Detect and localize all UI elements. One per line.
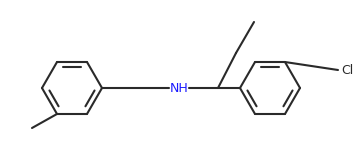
Text: Cl: Cl [341, 64, 353, 77]
Text: NH: NH [170, 81, 188, 94]
